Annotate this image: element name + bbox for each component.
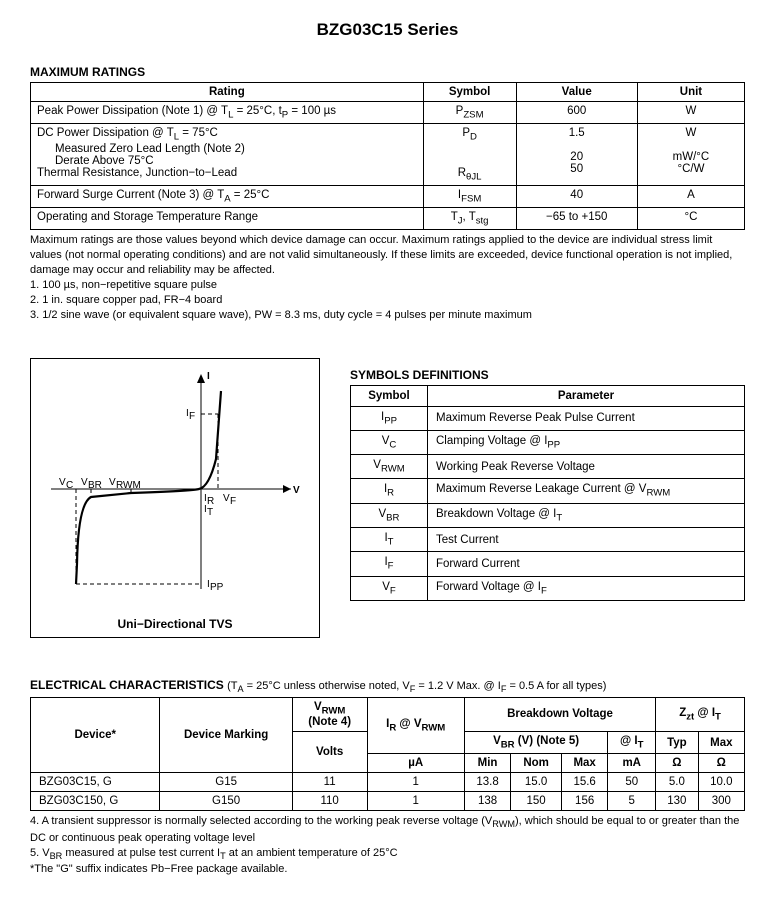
page-title: BZG03C15 Series xyxy=(30,20,745,40)
table-row: Operating and Storage Temperature Range … xyxy=(31,208,745,230)
table-row: IPPMaximum Reverse Peak Pulse Current xyxy=(351,406,745,430)
table-row: ITTest Current xyxy=(351,528,745,552)
col-value: Value xyxy=(516,83,637,102)
max-ratings-heading: MAXIMUM RATINGS xyxy=(30,65,745,79)
max-ratings-table: Rating Symbol Value Unit Peak Power Diss… xyxy=(30,82,745,230)
col-parameter: Parameter xyxy=(428,385,745,406)
svg-text:I: I xyxy=(207,371,210,382)
col-symbol: Symbol xyxy=(423,83,516,102)
iv-diagram: I V VC VBR VRWM IR IT VF IF IPP Uni−Dire… xyxy=(30,358,320,638)
ratings-body: Peak Power Dissipation (Note 1) @ TL = 2… xyxy=(31,102,745,230)
symbols-table: Symbol Parameter IPPMaximum Reverse Peak… xyxy=(350,385,745,601)
table-row: VBRBreakdown Voltage @ IT xyxy=(351,503,745,527)
svg-text:R: R xyxy=(207,496,214,507)
svg-text:V: V xyxy=(109,477,116,488)
svg-text:C: C xyxy=(66,480,73,491)
svg-text:PP: PP xyxy=(210,582,224,593)
svg-text:F: F xyxy=(230,496,236,507)
table-row: VRWMWorking Peak Reverse Voltage xyxy=(351,455,745,479)
table-row: DC Power Dissipation @ TL = 75°CMeasured… xyxy=(31,124,745,186)
svg-text:V: V xyxy=(293,485,300,496)
table-row: VCClamping Voltage @ IPP xyxy=(351,430,745,454)
elec-heading: ELECTRICAL CHARACTERISTICS (TA = 25°C un… xyxy=(30,678,745,694)
symbols-heading: SYMBOLS DEFINITIONS xyxy=(350,368,745,382)
table-row: IRMaximum Reverse Leakage Current @ VRWM xyxy=(351,479,745,503)
table-row: BZG03C150, GG15011011381501565130300 xyxy=(31,792,745,811)
table-row: IFForward Current xyxy=(351,552,745,576)
table-row: Peak Power Dissipation (Note 1) @ TL = 2… xyxy=(31,102,745,124)
svg-text:BR: BR xyxy=(88,480,102,491)
col-rating: Rating xyxy=(31,83,424,102)
diagram-caption: Uni−Directional TVS xyxy=(31,617,319,631)
ratings-notes: Maximum ratings are those values beyond … xyxy=(30,233,745,322)
col-symbol: Symbol xyxy=(351,385,428,406)
col-unit: Unit xyxy=(637,83,744,102)
svg-text:F: F xyxy=(189,411,195,422)
table-row: BZG03C15, GG1511113.815.015.6505.010.0 xyxy=(31,773,745,792)
svg-text:T: T xyxy=(207,507,213,518)
svg-text:V: V xyxy=(81,477,88,488)
svg-text:RWM: RWM xyxy=(116,480,141,491)
svg-text:V: V xyxy=(59,477,66,488)
elec-table: Device* Device Marking VRWM(Note 4) IR @… xyxy=(30,697,745,812)
table-row: Forward Surge Current (Note 3) @ TA = 25… xyxy=(31,185,745,207)
table-row: VFForward Voltage @ IF xyxy=(351,576,745,600)
svg-text:V: V xyxy=(223,493,230,504)
elec-notes: 4. A transient suppressor is normally se… xyxy=(30,814,745,877)
